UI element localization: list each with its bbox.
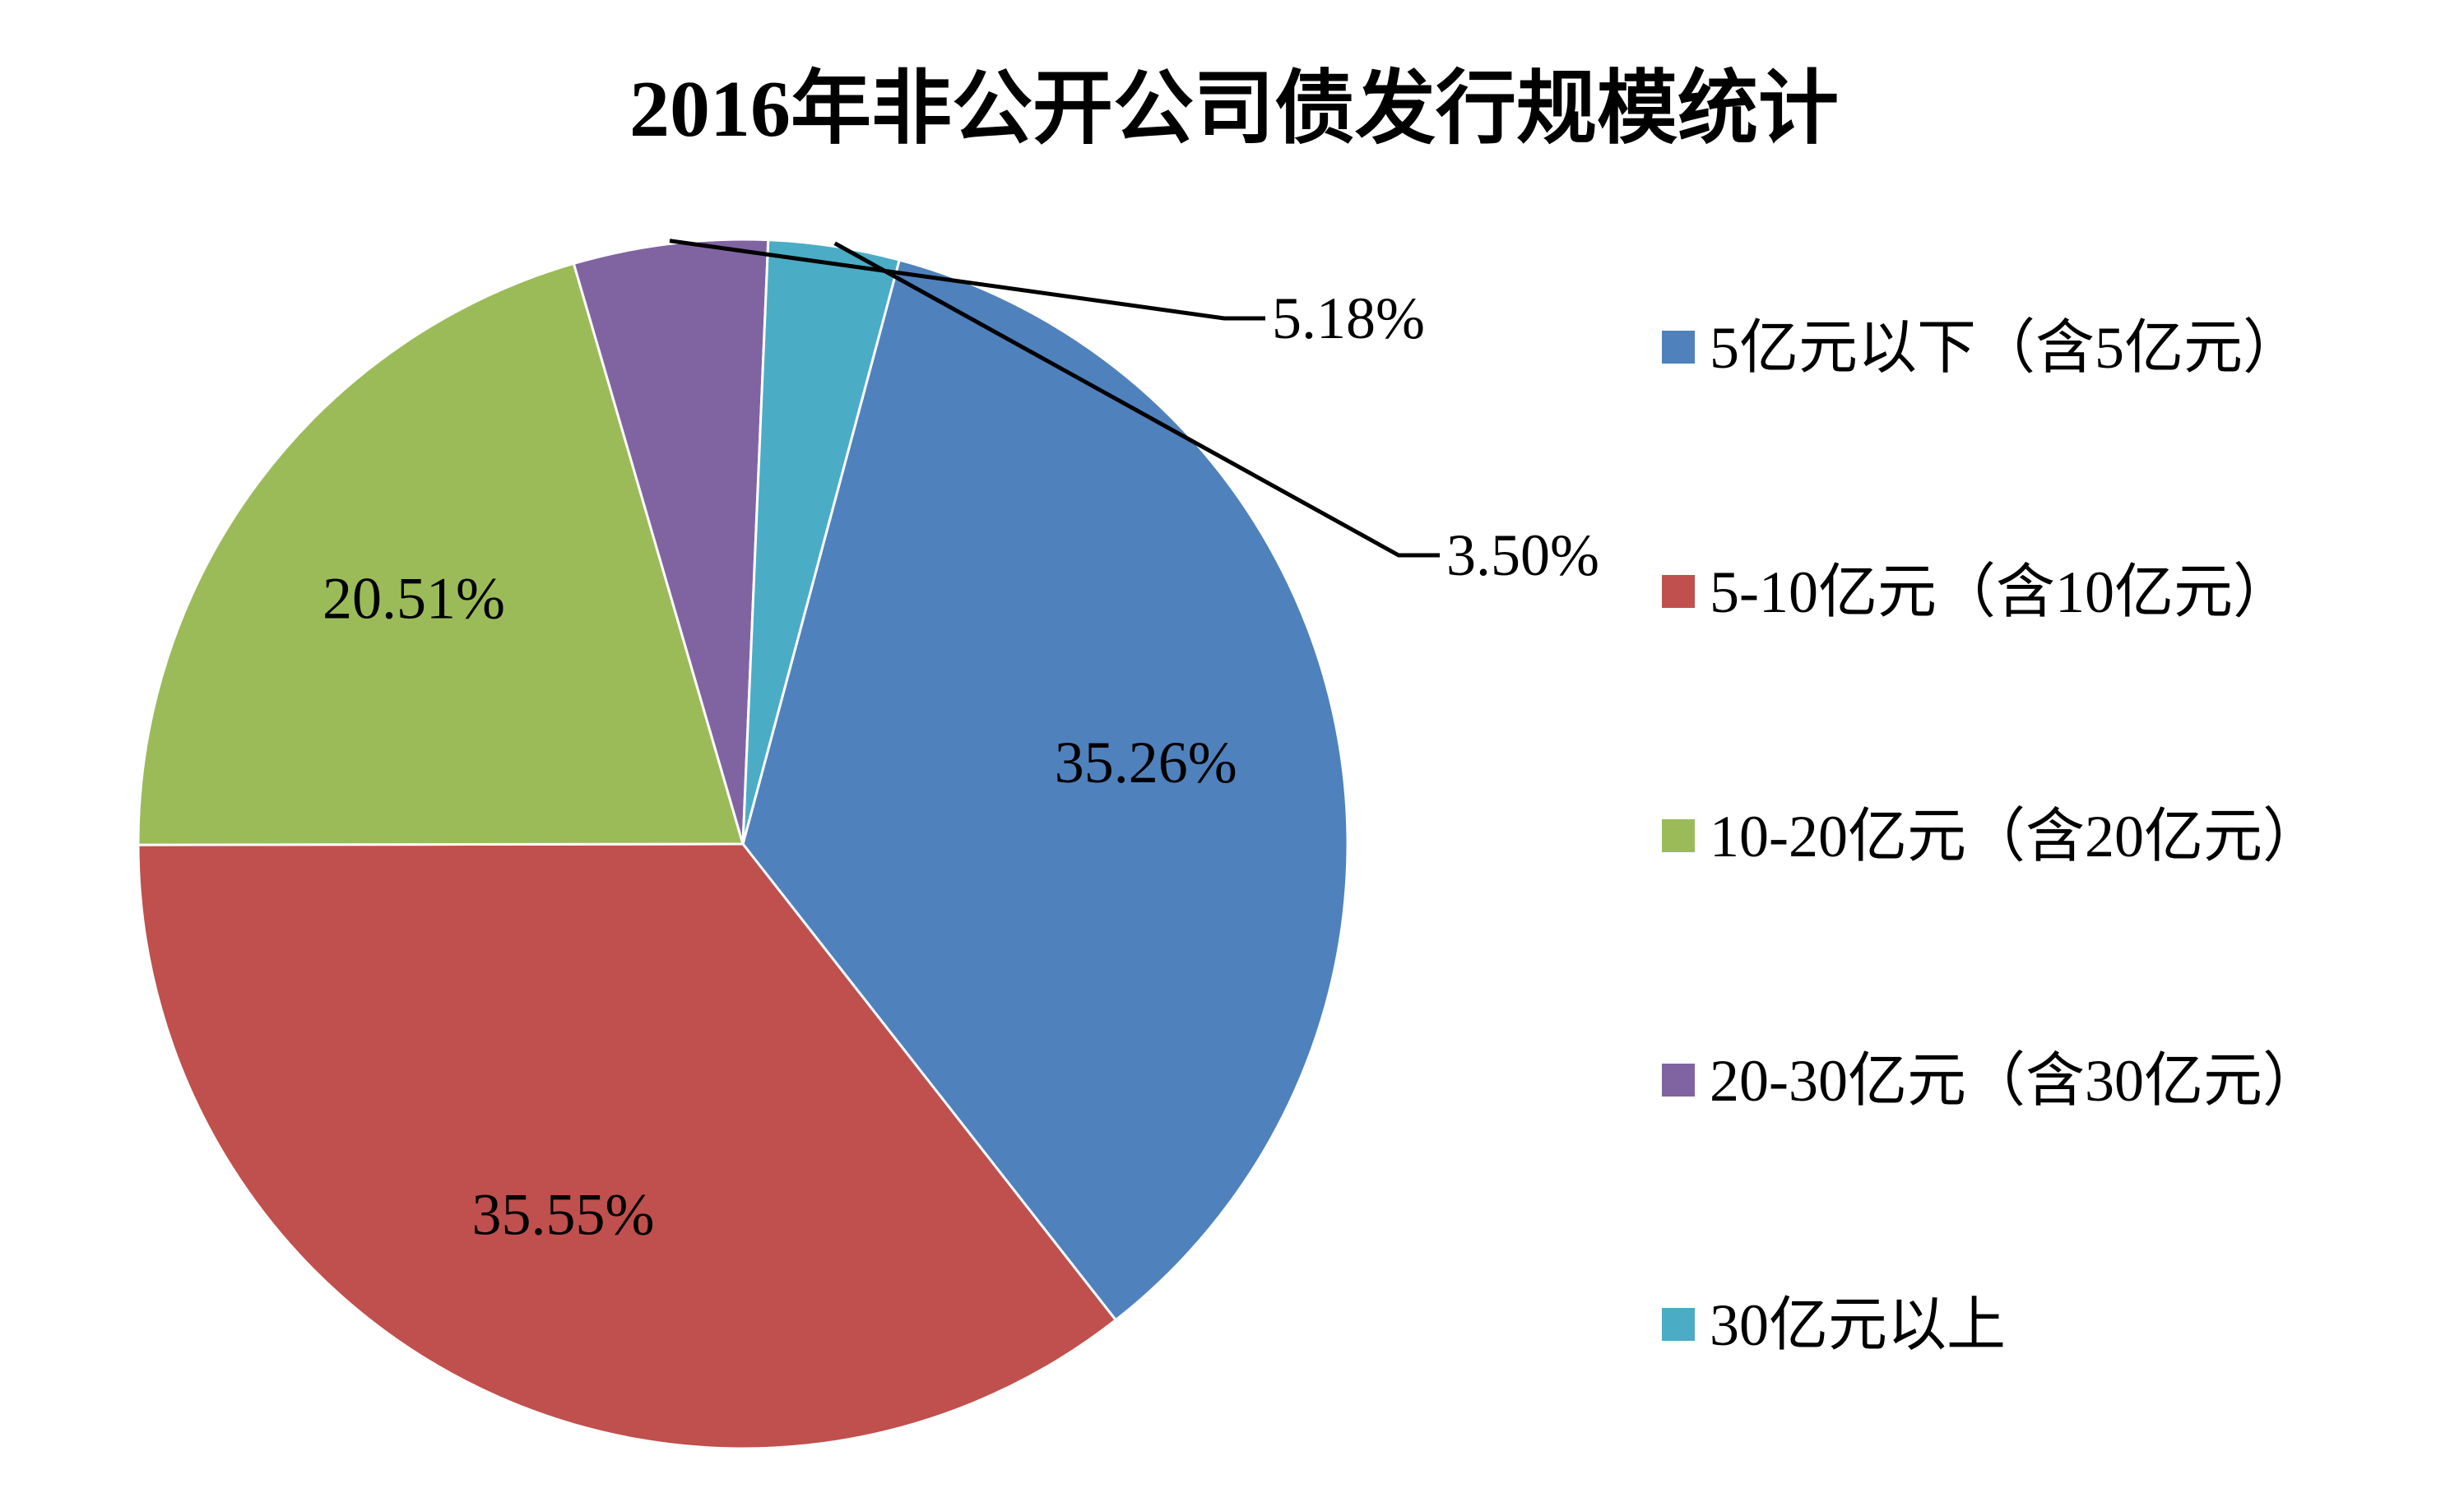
slice-2 [137,842,1118,1450]
data-label-3: 20.51% [323,565,505,631]
data-label-5: 3.50% [1446,522,1599,588]
legend-label-4: 20-30亿元（含30亿元） [1710,1048,2322,1114]
legend-item-3: 10-20亿元（含20亿元） [1662,804,2322,869]
slice-5 [741,239,902,845]
slice-4 [572,238,770,845]
leader-line-4 [669,239,1265,321]
legend-swatch-1 [1662,331,1695,364]
pie-slices [137,238,1349,1450]
legend: 5亿元以下（含5亿元） 5-10亿元（含10亿元） 10-20亿元（含20亿元） 20… [1662,315,2322,1358]
legend-label-3: 10-20亿元（含20亿元） [1710,804,2322,869]
legend-item-1: 5亿元以下（含5亿元） [1662,315,2302,381]
data-label-2: 35.55% [472,1182,655,1248]
chart-title: 2016年非公开公司债发行规模统计 [629,65,1839,154]
legend-item-4: 20-30亿元（含30亿元） [1662,1048,2322,1114]
legend-item-2: 5-10亿元（含10亿元） [1662,559,2292,625]
legend-label-2: 5-10亿元（含10亿元） [1710,559,2292,625]
legend-swatch-4 [1662,1064,1695,1097]
slice-3 [137,262,745,846]
leader-line-5 [833,241,1440,558]
data-label-4: 5.18% [1272,285,1425,351]
legend-item-5: 30亿元以上 [1662,1292,2006,1358]
legend-swatch-5 [1662,1308,1695,1341]
leader-lines [669,239,1440,558]
data-label-1: 35.26% [1055,730,1237,795]
legend-label-1: 5亿元以下（含5亿元） [1710,315,2302,381]
legend-swatch-2 [1662,575,1695,608]
data-labels: 35.26% 35.55% 20.51% 5.18% 3.50% [323,285,1599,1248]
legend-swatch-3 [1662,819,1695,852]
slice-1 [741,258,1349,1322]
legend-label-5: 30亿元以上 [1710,1292,2006,1358]
